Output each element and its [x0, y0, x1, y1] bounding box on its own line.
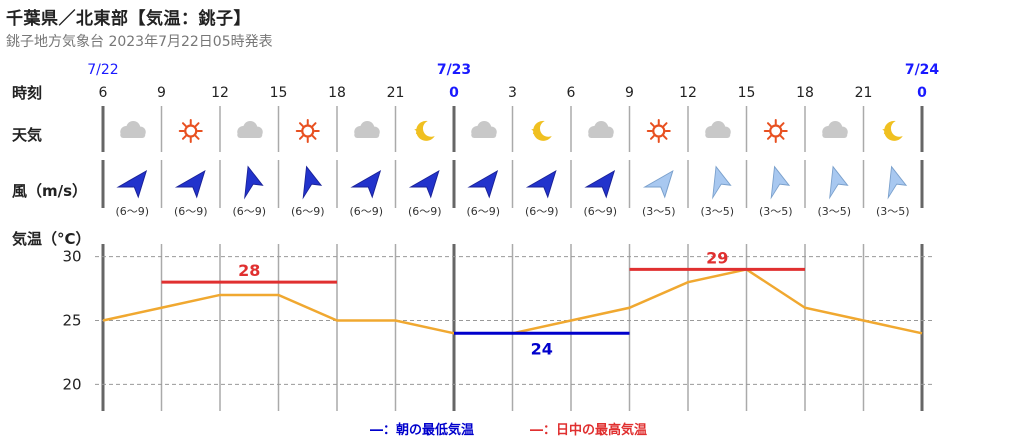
hour-tick-label: 21: [387, 85, 405, 101]
cloud-icon: [237, 121, 263, 138]
cloud-icon: [120, 121, 146, 138]
wind-arrow-icon: [467, 169, 499, 199]
temp-row-label: 気温（°C）: [12, 230, 91, 248]
wind-speed-label: (6〜9): [525, 205, 559, 218]
hour-tick-label: 12: [679, 85, 697, 101]
wind-arrow-icon: [174, 169, 206, 199]
wind-arrow-icon: [244, 165, 264, 200]
page-title: 千葉県／北東部【気温：銚子】: [6, 9, 251, 29]
hour-tick-label: 6: [567, 85, 576, 101]
wind-speed-label: (6〜9): [174, 205, 208, 218]
sun-icon: [763, 119, 788, 143]
hour-tick-label: 18: [796, 85, 814, 101]
moon-icon: [414, 120, 435, 141]
wind-arrow-icon: [408, 169, 440, 199]
sun-icon: [646, 119, 671, 143]
wind-speed-label: (3〜5): [759, 205, 793, 218]
cloud-icon: [588, 121, 614, 138]
y-tick-label: 20: [62, 375, 81, 393]
moon-icon: [531, 120, 552, 141]
wind-arrow-icon: [642, 169, 674, 199]
wind-arrow-icon: [584, 169, 616, 199]
hour-tick-label: 18: [328, 85, 346, 101]
hour-tick-label: 9: [157, 85, 166, 101]
wind-arrow-icon: [302, 165, 323, 200]
wind-speed-label: (6〜9): [349, 205, 383, 218]
max-temp-label: 29: [706, 248, 728, 267]
y-tick-label: 25: [62, 312, 81, 330]
date-label: 7/24: [905, 62, 940, 78]
wind-speed-label: (6〜9): [291, 205, 325, 218]
wind-arrow-icon: [116, 169, 148, 199]
legend-min-temp: ―：朝の最低気温: [370, 423, 475, 438]
wind-row-label: 風（m/s）: [12, 182, 88, 200]
wind-speed-label: (3〜5): [642, 205, 676, 218]
max-temp-label: 28: [238, 261, 260, 280]
wind-arrow-icon: [712, 165, 732, 200]
moon-icon: [882, 120, 903, 141]
wind-speed-label: (6〜9): [466, 205, 500, 218]
legend-max-temp: ―：日中の最高気温: [530, 423, 648, 438]
wind-arrow-icon: [887, 165, 908, 200]
hour-tick-label: 15: [738, 85, 756, 101]
hour-tick-label: 15: [270, 85, 288, 101]
cloud-icon: [822, 121, 848, 138]
time-row-label: 時刻: [12, 84, 43, 102]
wind-speed-label: (3〜5): [876, 205, 910, 218]
wind-speed-label: (6〜9): [232, 205, 266, 218]
cloud-icon: [354, 121, 380, 138]
wind-speed-label: (6〜9): [115, 205, 149, 218]
date-label: 7/22: [87, 62, 118, 78]
weather-row-label: 天気: [12, 126, 43, 144]
page-subtitle: 銚子地方気象台 2023年7月22日05時発表: [6, 34, 273, 50]
min-temp-label: 24: [531, 339, 553, 358]
hour-tick-label: 6: [99, 85, 108, 101]
hour-tick-label: 9: [625, 85, 634, 101]
wind-arrow-icon: [829, 165, 849, 200]
wind-arrow-icon: [525, 169, 557, 199]
date-label: 7/23: [437, 62, 471, 78]
wind-arrow-icon: [350, 169, 382, 199]
hour-tick-label: 3: [508, 85, 517, 101]
hour-tick-label: 0: [449, 85, 459, 101]
wind-speed-label: (6〜9): [408, 205, 442, 218]
y-tick-label: 30: [62, 248, 81, 266]
wind-speed-label: (3〜5): [817, 205, 851, 218]
hour-tick-label: 0: [917, 85, 927, 101]
sun-icon: [295, 119, 320, 143]
cloud-icon: [471, 121, 497, 138]
wind-arrow-icon: [770, 165, 791, 200]
cloud-icon: [705, 121, 731, 138]
wind-speed-label: (3〜5): [700, 205, 734, 218]
sun-icon: [178, 119, 203, 143]
hour-tick-label: 12: [211, 85, 229, 101]
hour-tick-label: 21: [855, 85, 873, 101]
wind-speed-label: (6〜9): [583, 205, 617, 218]
